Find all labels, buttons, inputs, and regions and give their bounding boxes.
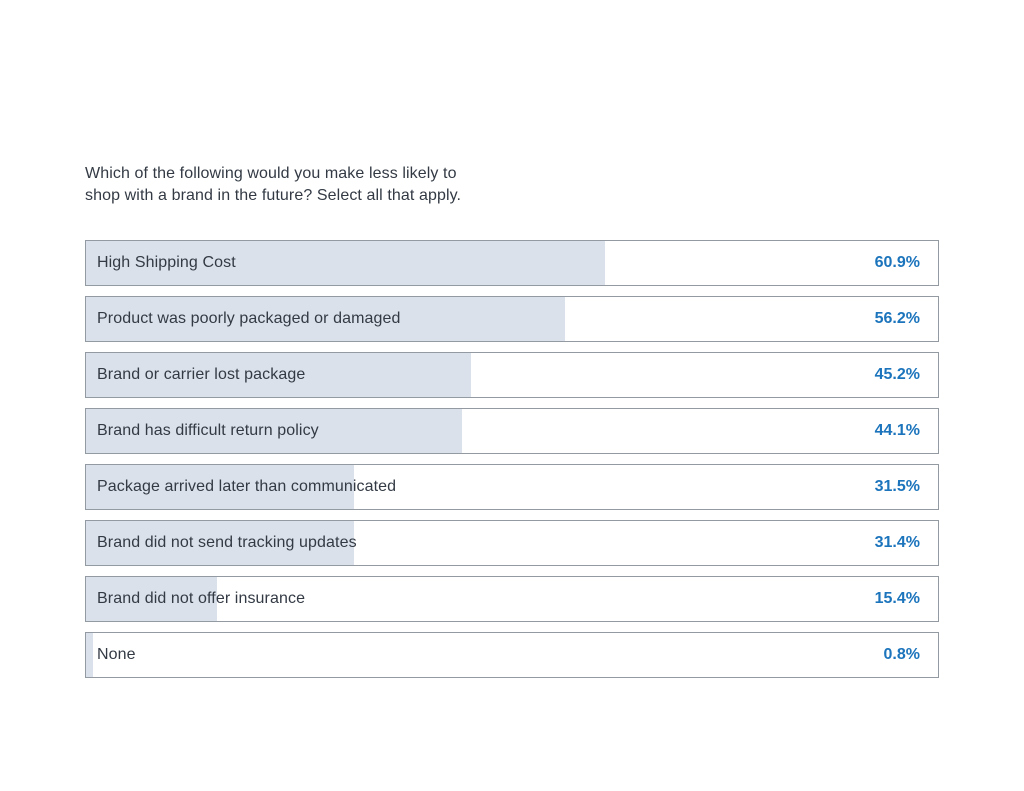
bar-fill (86, 633, 93, 677)
chart-title: Which of the following would you make le… (85, 165, 462, 204)
bar-label: High Shipping Cost (97, 254, 236, 271)
bar-fill (86, 577, 218, 621)
bar-value: 60.9% (874, 254, 920, 271)
bar-label: Brand did not offer insurance (97, 590, 306, 607)
bar-value: 45.2% (874, 366, 920, 383)
bar-row: Brand or carrier lost package 45.2% (85, 352, 939, 398)
bar-row: Product was poorly packaged or damaged 56… (85, 296, 939, 342)
chart-rows: High Shipping Cost 60.9% Product was poorl… (85, 240, 939, 678)
bar-fill (86, 241, 605, 285)
bar-fill (86, 465, 355, 509)
bar-fill (86, 353, 472, 397)
bar-label: Package arrived later than communicated (97, 478, 397, 495)
bar-row: Brand has difficult return policy 44.1% (85, 408, 939, 454)
bar-value: 56.2% (874, 310, 920, 327)
bar-label: Brand or carrier lost package (97, 366, 306, 383)
bar-label: Brand has difficult return policy (97, 422, 319, 439)
bar-row: Brand did not send tracking updates 31.4% (85, 520, 939, 566)
bar-row: None 0.8% (85, 632, 939, 678)
bar-label: Brand did not send tracking updates (97, 534, 357, 551)
bar-value: 15.4% (874, 590, 920, 607)
bar-row: Package arrived later than communicated 3… (85, 464, 939, 510)
bar-label: None (97, 646, 136, 663)
bar-value: 31.5% (874, 478, 920, 495)
bar-fill (86, 521, 354, 565)
bar-value: 0.8% (883, 646, 920, 663)
bar-value: 31.4% (874, 534, 920, 551)
bar-label: Product was poorly packaged or damaged (97, 310, 401, 327)
bar-row: High Shipping Cost 60.9% (85, 240, 939, 286)
bar-fill (86, 297, 565, 341)
bar-chart: Which of the following would you make le… (85, 163, 939, 678)
bar-value: 44.1% (874, 422, 920, 439)
bar-row: Brand did not offer insurance 15.4% (85, 576, 939, 622)
bar-fill (86, 409, 462, 453)
